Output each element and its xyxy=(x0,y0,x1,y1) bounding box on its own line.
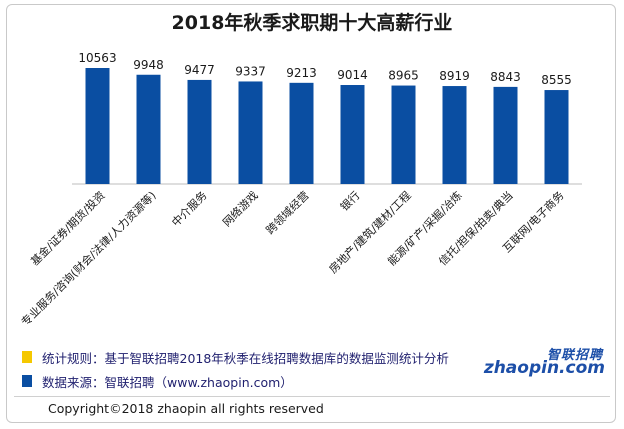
chart-title: 2018年秋季求职期十大高薪行业 xyxy=(171,12,453,34)
footer-divider xyxy=(14,396,610,397)
bar-9 xyxy=(544,90,569,184)
bar-value-label-5: 9014 xyxy=(337,68,368,82)
bar-value-label-6: 8965 xyxy=(388,69,419,83)
bar-7 xyxy=(442,86,467,184)
blue-square-icon xyxy=(22,375,32,387)
bar-8 xyxy=(493,86,518,184)
bar-6 xyxy=(391,85,416,184)
bar-3 xyxy=(238,81,263,184)
bar-value-label-8: 8843 xyxy=(490,70,521,84)
legend-note-rule-text: 统计规则：基于智联招聘2018年秋季在线招聘数据库的数据监测统计分析 xyxy=(42,351,449,366)
bar-value-label-4: 9213 xyxy=(286,66,317,80)
bar-4 xyxy=(289,82,314,184)
category-label-3: 网络游戏 xyxy=(220,188,261,229)
legend-note-rule: 统计规则：基于智联招聘2018年秋季在线招聘数据库的数据监测统计分析 xyxy=(22,348,612,372)
bar-value-label-2: 9477 xyxy=(184,63,215,77)
legend-note-source-text: 数据来源：智联招聘（www.zhaopin.com） xyxy=(42,375,293,390)
legend-note-source: 数据来源：智联招聘（www.zhaopin.com） xyxy=(22,372,612,396)
bar-value-label-9: 8555 xyxy=(541,73,572,87)
bar-value-label-0: 10563 xyxy=(78,51,116,65)
category-label-5: 银行 xyxy=(337,188,362,213)
bar-value-label-7: 8919 xyxy=(439,69,470,83)
logo-en-text: zhaopin.com xyxy=(483,358,605,378)
bar-1 xyxy=(136,74,161,184)
category-label-6: 房地产/建筑/建材/工程 xyxy=(326,188,414,276)
bar-5 xyxy=(340,85,365,184)
yellow-square-icon xyxy=(22,351,32,363)
logo-cn-text: 智联招聘 xyxy=(546,348,603,363)
category-label-2: 中介服务 xyxy=(169,189,209,229)
category-label-4: 跨领域经营 xyxy=(263,188,312,237)
zhaopin-logo: 智联招聘 zhaopin.com xyxy=(484,344,607,380)
bar-2 xyxy=(187,79,212,184)
bar-0 xyxy=(85,68,110,184)
legend: 统计规则：基于智联招聘2018年秋季在线招聘数据库的数据监测统计分析 数据来源：… xyxy=(22,348,612,396)
bar-value-label-1: 9948 xyxy=(133,58,164,72)
bar-value-label-3: 9337 xyxy=(235,64,266,78)
copyright-text: Copyright©2018 zhaopin all rights reserv… xyxy=(48,401,324,416)
bar-chart: 10563基金/证券/期货/投资9948专业服务/咨询(财会/法律/人力资源等)… xyxy=(18,51,582,329)
